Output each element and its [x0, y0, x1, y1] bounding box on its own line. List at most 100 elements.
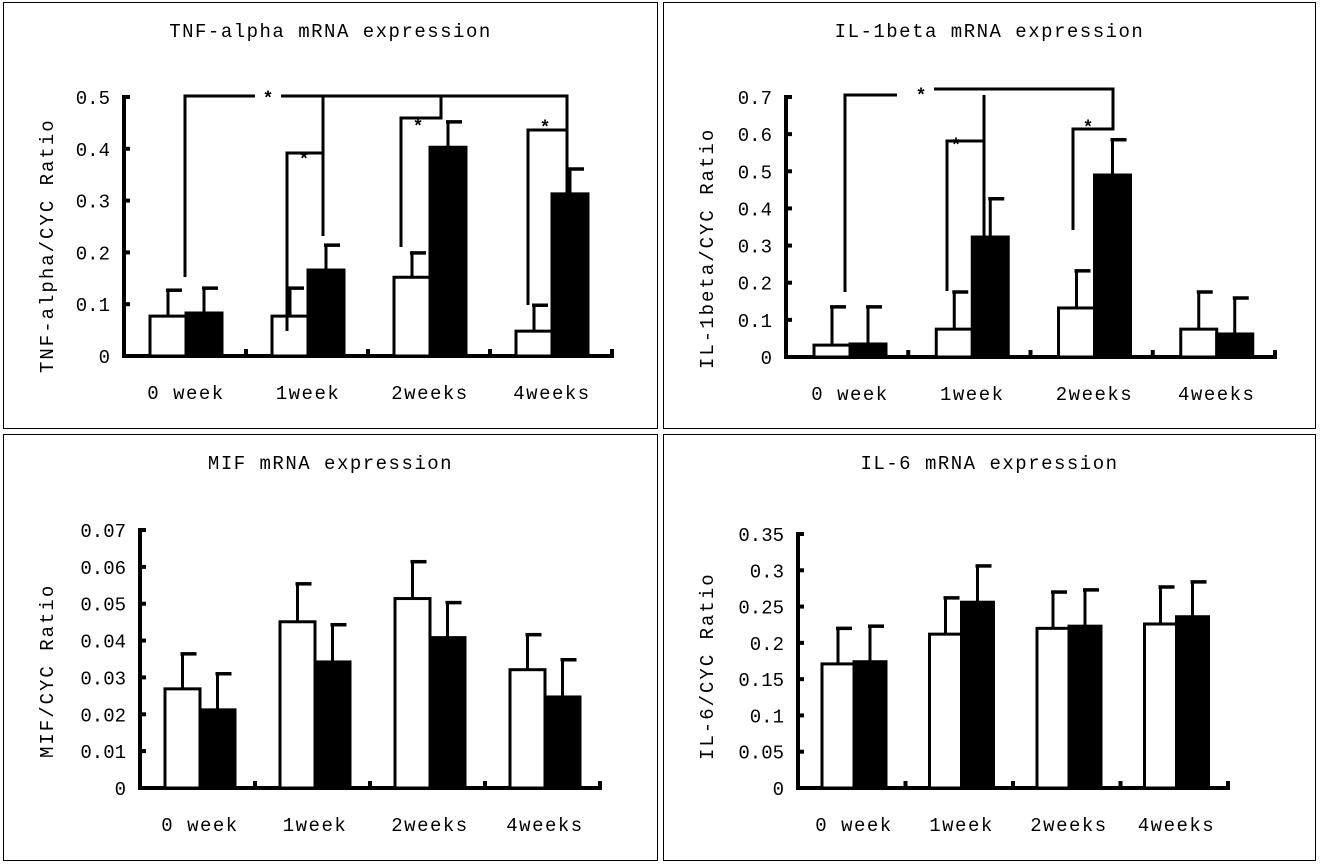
significance-bracket — [285, 151, 323, 331]
y-tick-label: 0 — [761, 348, 772, 370]
bar-white — [393, 597, 432, 790]
bar-black — [960, 600, 995, 790]
y-tick-label: 0.2 — [76, 243, 110, 265]
significance-star: * — [299, 151, 310, 171]
x-tick-label: 2weeks — [1030, 815, 1107, 837]
y-tick-label: 0.3 — [76, 192, 110, 214]
significance-bracket — [934, 87, 1115, 230]
significance-star: * — [263, 90, 274, 110]
y-tick-label: 0.05 — [80, 595, 126, 617]
chart-title: IL-1beta mRNA expression — [834, 21, 1145, 43]
x-tick-label: 4weeks — [513, 383, 590, 405]
x-tick-label: 2weeks — [391, 383, 468, 405]
significance-star: * — [540, 119, 551, 139]
bar-white — [928, 632, 963, 790]
chart-title: TNF-alpha mRNA expression — [169, 21, 492, 43]
y-tick-label: 0.1 — [750, 706, 784, 728]
significance-star: * — [1083, 119, 1094, 139]
y-tick-label: 0 — [99, 347, 110, 369]
bar-black — [1093, 173, 1132, 359]
bar-black — [184, 311, 224, 358]
bar-white — [278, 620, 317, 790]
bar-white — [812, 343, 852, 359]
y-tick-label: 0.5 — [738, 162, 772, 184]
y-tick-label: 0.05 — [738, 743, 784, 765]
y-tick-label: 0.4 — [738, 199, 772, 221]
y-tick-label: 0.15 — [738, 670, 784, 692]
bar-black — [543, 695, 582, 790]
y-tick-label: 0.5 — [76, 88, 110, 110]
y-tick-label: 0.1 — [76, 295, 110, 317]
bar-black — [852, 660, 888, 790]
chart-title: MIF mRNA expression — [207, 453, 454, 475]
bar-black — [198, 708, 237, 790]
y-tick-label: 0.02 — [80, 705, 126, 727]
bar-black — [1175, 615, 1210, 790]
bar-white — [934, 327, 974, 359]
bar-black — [428, 636, 467, 790]
bar-white — [514, 329, 554, 358]
significance-bracket — [399, 96, 443, 247]
bar-white — [392, 275, 432, 358]
significance-bracket — [183, 94, 255, 277]
y-tick-label: 0.03 — [80, 668, 126, 690]
chart-title: IL-6 mRNA expression — [860, 453, 1119, 475]
x-tick-label: 4weeks — [1138, 815, 1215, 837]
bar-black — [1215, 332, 1255, 359]
x-tick-label: 2weeks — [391, 815, 468, 837]
significance-bracket — [281, 94, 569, 209]
y-tick-label: 0.3 — [738, 237, 772, 259]
bar-black — [306, 268, 346, 358]
bar-white — [1035, 626, 1071, 790]
y-tick-label: 0.4 — [76, 140, 110, 162]
y-tick-label: 0.01 — [80, 742, 126, 764]
bar-white — [163, 687, 202, 790]
chart-panel-mif: MIF mRNA expression MIF/CYC Ratio 0 0.01 0… — [3, 434, 658, 861]
bar-white — [820, 662, 856, 790]
chart-svg: 0 0.01 0.02 0.03 0.04 0.05 0.06 0.07 0 week 1week… — [80, 521, 602, 837]
x-tick-label: 2weeks — [1056, 384, 1133, 406]
bar-black — [970, 235, 1010, 359]
bar-black — [428, 145, 468, 358]
chart-svg: 0 0.1 0.2 0.3 0.4 0.5 0.6 0.7 0 week 1week 2weeks 4… — [738, 87, 1277, 406]
y-tick-label: 0.3 — [750, 561, 784, 583]
y-tick-label: 0.07 — [80, 521, 126, 543]
x-tick-label: 0 week — [147, 383, 224, 405]
y-tick-label: 0 — [115, 779, 126, 801]
bar-white — [1143, 622, 1178, 790]
bar-black — [313, 660, 352, 790]
chart-svg: 0 0.1 0.2 0.3 0.4 0.5 0 week 1week 2weeks 4weeks *… — [76, 88, 614, 405]
chart-panel-il-6: IL-6 mRNA expression IL-6/CYC Ratio 0 0.0… — [663, 434, 1316, 861]
bar-white — [1057, 306, 1096, 359]
bar-black — [848, 342, 888, 359]
x-tick-label: 1week — [929, 815, 994, 837]
significance-bracket — [843, 93, 897, 292]
x-tick-label: 1week — [283, 815, 348, 837]
y-tick-label: 0.1 — [738, 311, 772, 333]
x-tick-label: 0 week — [815, 815, 892, 837]
x-tick-label: 1week — [276, 383, 341, 405]
significance-star: * — [951, 137, 962, 157]
y-tick-label: 0.6 — [738, 125, 772, 147]
bar-white — [508, 668, 547, 790]
x-tick-label: 0 week — [161, 815, 238, 837]
x-tick-label: 4weeks — [506, 815, 583, 837]
significance-star: * — [916, 87, 927, 107]
y-tick-label: 0.2 — [750, 634, 784, 656]
y-tick-label: 0.06 — [80, 558, 126, 580]
x-tick-label: 0 week — [811, 384, 888, 406]
y-tick-label: 0 — [773, 779, 784, 801]
bar-white — [270, 314, 310, 358]
y-tick-label: 0.25 — [738, 598, 784, 620]
chart-svg: 0 0.05 0.1 0.15 0.2 0.25 0.3 0.35 0 week 1week 2we… — [738, 525, 1230, 837]
significance-star: * — [413, 118, 424, 138]
x-tick-label: 1week — [940, 384, 1005, 406]
chart-panel-tnf-alpha: TNF-alpha mRNA expression TNF-alpha/CYC … — [3, 2, 658, 429]
chart-panel-il-1beta: IL-1beta mRNA expression IL-1beta/CYC Ra… — [663, 2, 1316, 429]
y-tick-label: 0.7 — [738, 88, 772, 110]
y-tick-label: 0.04 — [80, 632, 126, 654]
bar-white — [148, 314, 188, 358]
significance-bracket — [945, 139, 984, 291]
bar-white — [1179, 327, 1219, 359]
x-tick-label: 4weeks — [1178, 384, 1255, 406]
